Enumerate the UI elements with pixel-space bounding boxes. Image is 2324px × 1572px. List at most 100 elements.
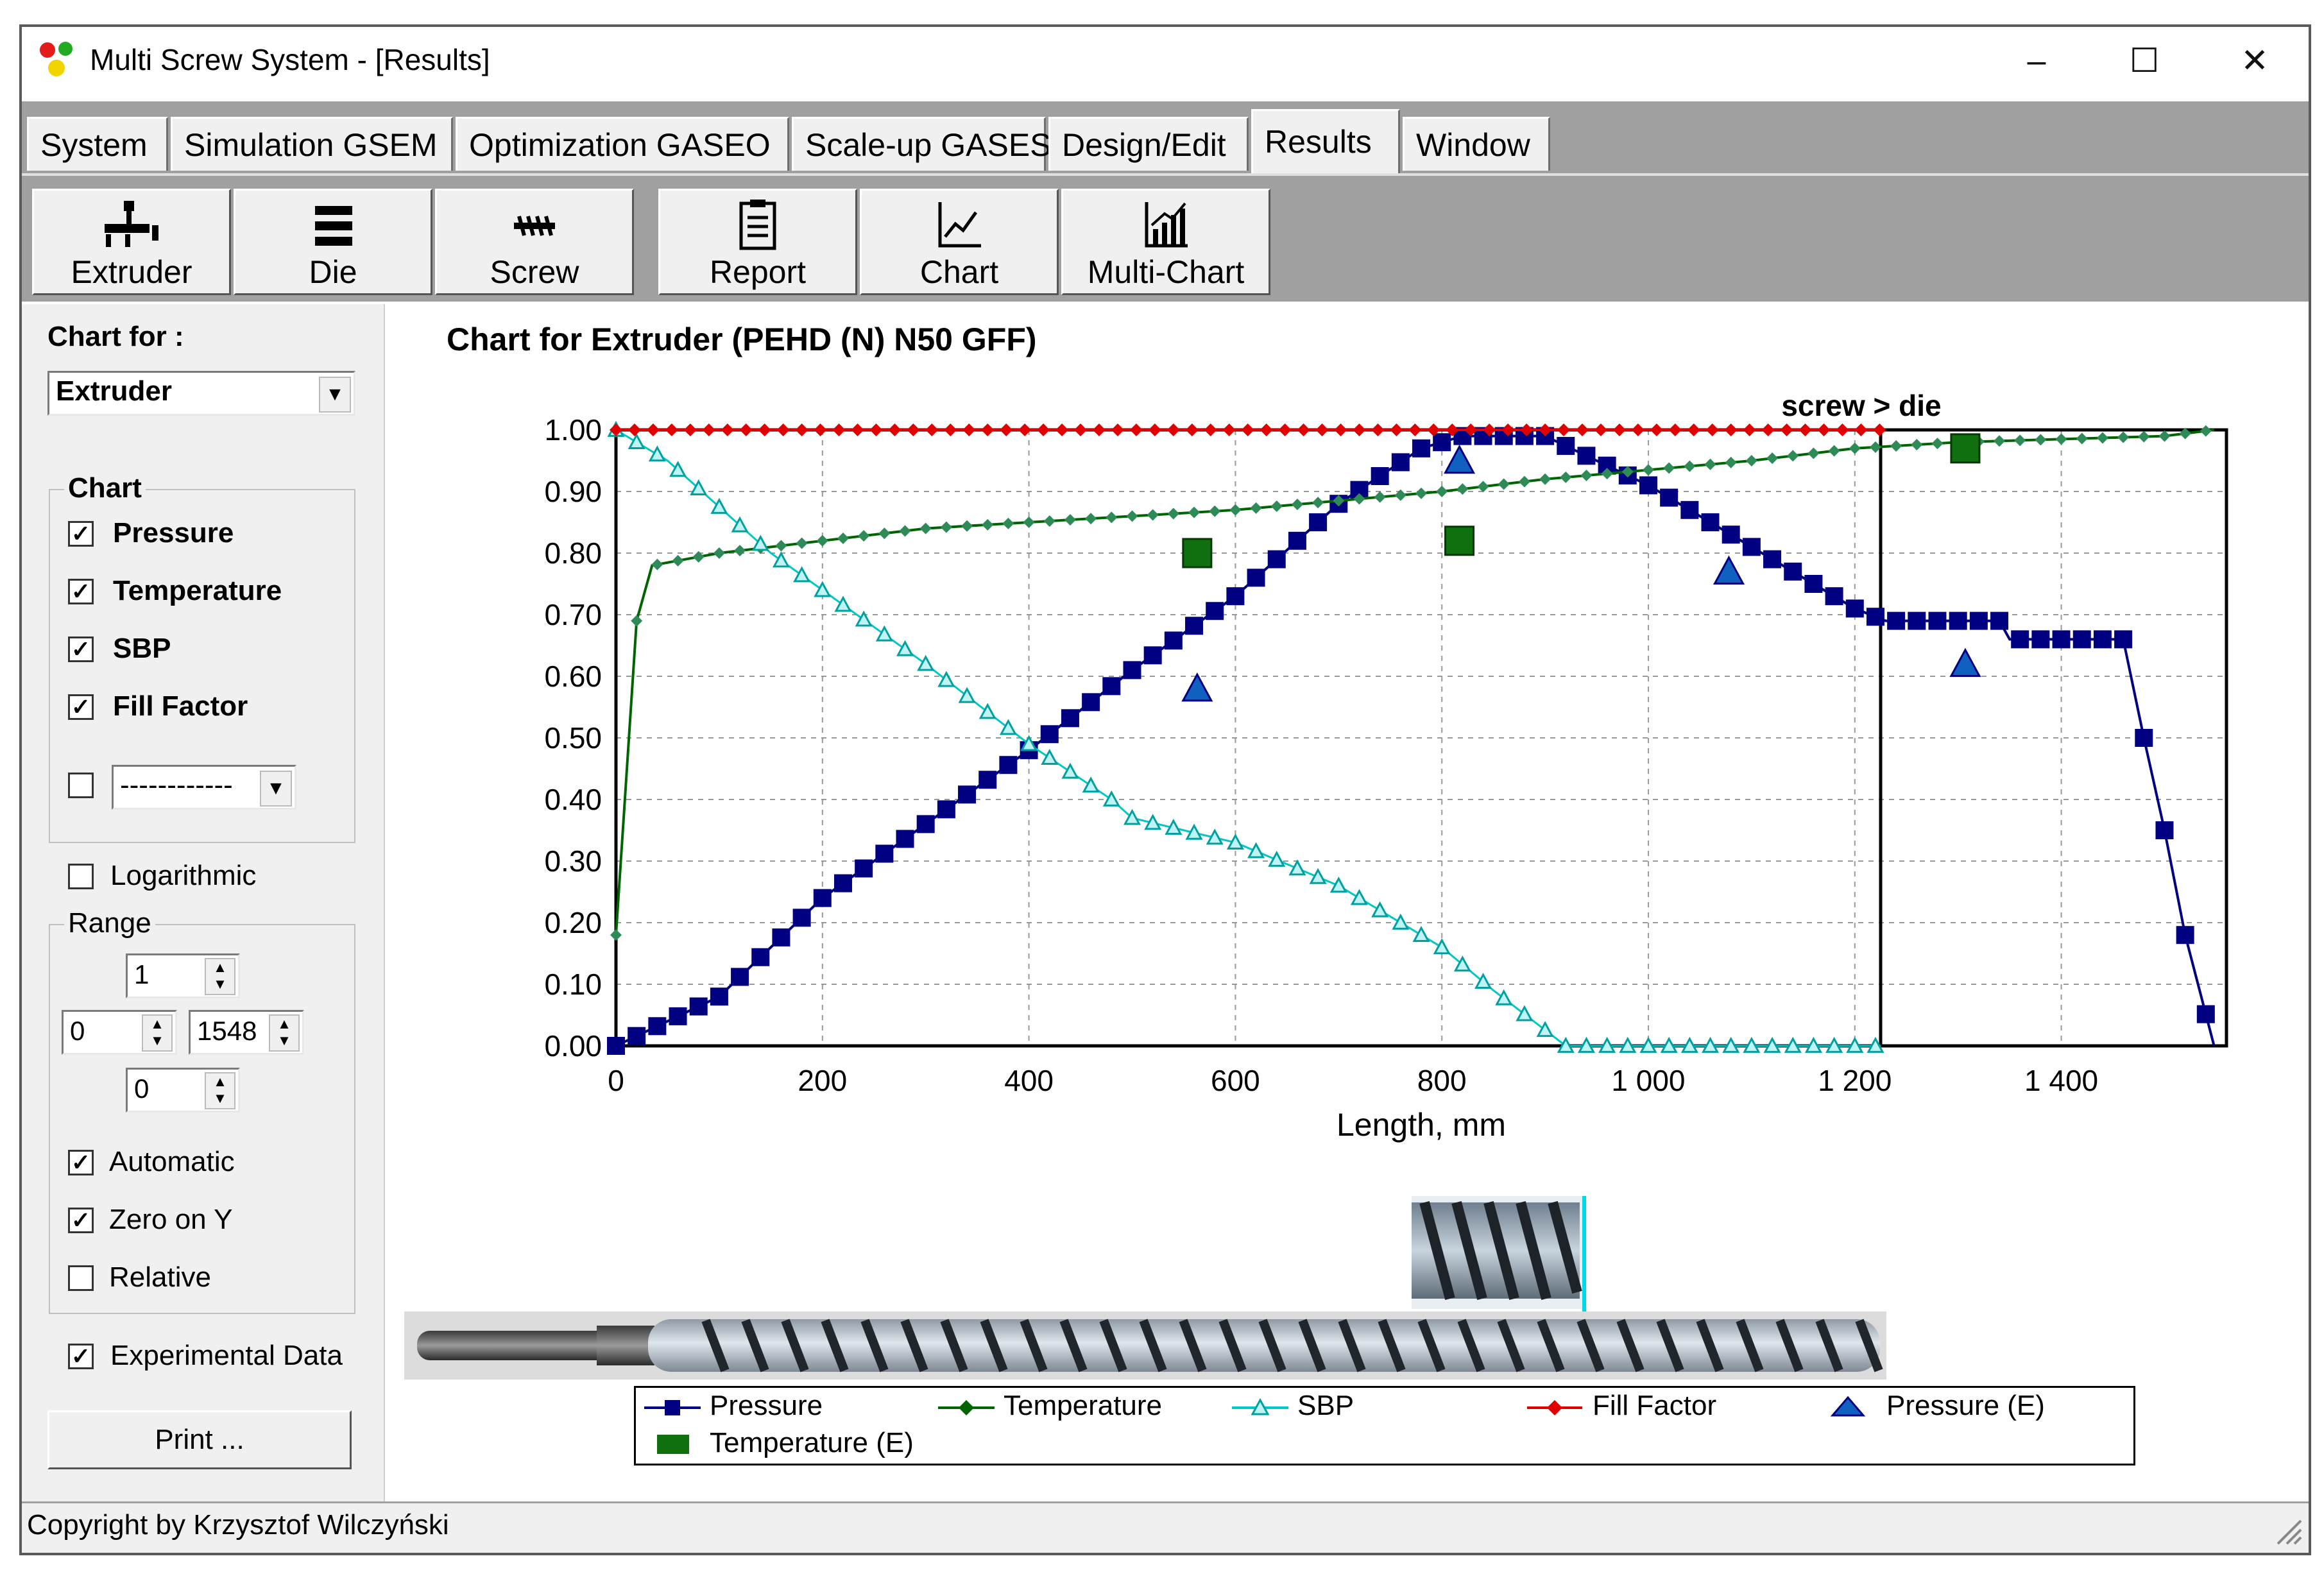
automatic-label: Automatic	[109, 1146, 235, 1177]
multi-chart-button[interactable]: Multi-Chart	[1061, 189, 1270, 295]
series-point-pressure	[896, 830, 914, 848]
series-point-pressure	[1040, 725, 1059, 744]
chart-for-label: Chart for :	[47, 321, 184, 352]
y-tick-label: 0.50	[544, 721, 602, 755]
series-point-pressure	[999, 756, 1018, 774]
series-point-fill-factor	[925, 423, 939, 436]
series-point-fill-factor	[721, 423, 734, 436]
close-button[interactable]: ✕	[2241, 42, 2269, 80]
multi-chart-icon	[1145, 202, 1188, 248]
minimize-button[interactable]: –	[2027, 42, 2046, 80]
series-point-temperature	[2014, 434, 2026, 447]
legend-temperature-symbol	[938, 1400, 995, 1415]
x-tick-label: 1 200	[1818, 1064, 1892, 1097]
extra-series-checkbox[interactable]	[68, 773, 94, 798]
spin-arrows-icon[interactable]: ▲ ▼	[205, 1072, 235, 1109]
chart-button[interactable]: Chart	[860, 189, 1059, 295]
tab-optimization[interactable]: Optimization GASEO	[456, 117, 789, 171]
series-point-temperature	[2117, 431, 2130, 443]
series-point-fill-factor	[1260, 423, 1273, 436]
series-point-fill-factor	[1055, 423, 1069, 436]
chevron-down-icon[interactable]: ▼	[260, 771, 292, 807]
series-point-pressure	[1639, 476, 1657, 495]
die-button[interactable]: Die	[234, 189, 432, 295]
spin-arrows-icon[interactable]: ▲ ▼	[269, 1014, 300, 1052]
series-point-sbp	[1041, 749, 1059, 765]
range-bottom-stepper[interactable]: 0 ▲ ▼	[126, 1068, 240, 1113]
die-icon	[315, 206, 352, 246]
series-point-fill-factor	[1093, 423, 1106, 436]
automatic-checkbox[interactable]: ✓	[68, 1150, 94, 1175]
series-point-sbp	[834, 595, 852, 612]
sbp-checkbox[interactable]: ✓	[68, 636, 94, 662]
series-point-pressure	[1247, 568, 1265, 587]
series-point-temperature	[1353, 493, 1365, 505]
series-point-temperature	[878, 527, 891, 540]
screw-button[interactable]: Screw	[435, 189, 634, 295]
report-label: Report	[709, 254, 807, 290]
logarithmic-checkbox[interactable]	[68, 864, 94, 889]
legend-pressure-e: Pressure (E)	[1886, 1390, 2045, 1421]
series-point-sbp	[896, 640, 914, 656]
series-point-pressure	[1412, 439, 1430, 457]
series-point-temperature	[1518, 475, 1530, 488]
report-button[interactable]: Report	[658, 189, 857, 295]
screw-closeup-image	[1412, 1196, 1585, 1309]
series-point-temperature	[1704, 458, 1716, 470]
series-point-fill-factor	[1018, 423, 1032, 436]
series-point-pressure	[1391, 453, 1410, 472]
tab-window[interactable]: Window	[1403, 117, 1550, 171]
fill-factor-checkbox[interactable]: ✓	[68, 694, 94, 720]
series-point-temperature	[2076, 432, 2088, 445]
range-right-stepper[interactable]: 1548 ▲ ▼	[189, 1010, 304, 1055]
extruder-button[interactable]: Extruder	[32, 189, 231, 295]
tab-design-edit[interactable]: Design/Edit	[1048, 117, 1249, 171]
status-text: Copyright by Krzysztof Wilczyński	[27, 1509, 449, 1541]
chart-for-select[interactable]: Extruder ▼	[47, 371, 355, 416]
y-tick-label: 0.60	[544, 660, 602, 693]
series-point-sbp	[1433, 938, 1451, 955]
range-bottom-value: 0	[134, 1073, 150, 1104]
series-point-fill-factor	[702, 423, 715, 436]
spin-arrows-icon[interactable]: ▲ ▼	[205, 958, 235, 995]
chart-group-caption: Chart	[64, 472, 146, 504]
legend-pressure-symbol	[644, 1400, 701, 1415]
series-point-temperature	[1807, 447, 1820, 459]
range-top-stepper[interactable]: 1 ▲ ▼	[126, 953, 240, 998]
relative-checkbox[interactable]	[68, 1265, 94, 1291]
tab-system[interactable]: System	[27, 117, 168, 171]
series-point-sbp	[1061, 762, 1079, 779]
extra-series-select[interactable]: ------------ ▼	[112, 765, 296, 810]
spin-arrows-icon[interactable]: ▲ ▼	[142, 1014, 173, 1052]
temperature-checkbox[interactable]: ✓	[68, 579, 94, 604]
tab-results[interactable]: Results	[1251, 109, 1400, 173]
series-point-pressure	[1557, 436, 1575, 455]
maximize-button[interactable]: ☐	[2129, 42, 2160, 80]
series-point-fill-factor	[1631, 423, 1645, 436]
series-point-pressure	[916, 815, 935, 833]
tab-scale-up[interactable]: Scale-up GASES	[792, 117, 1052, 171]
chevron-down-icon[interactable]: ▼	[319, 377, 351, 413]
pressure-checkbox[interactable]: ✓	[68, 521, 94, 547]
series-point-fill-factor	[795, 423, 808, 436]
series-point-temperature	[1725, 456, 1737, 468]
resize-grip-icon[interactable]	[2271, 1514, 2303, 1546]
series-point-sbp	[628, 433, 645, 450]
pressure-check-label: Pressure	[113, 517, 234, 549]
series-point-fill-factor	[1334, 423, 1347, 436]
print-button[interactable]: Print ...	[47, 1410, 352, 1469]
experimental-data-checkbox[interactable]: ✓	[68, 1344, 94, 1369]
screw-icon	[514, 216, 555, 236]
series-point-pressure	[1082, 693, 1100, 712]
series-point-pressure	[772, 928, 790, 947]
series-point-sbp	[855, 610, 873, 627]
tab-simulation[interactable]: Simulation GSEM	[171, 117, 453, 171]
series-point-pressure	[1887, 611, 1906, 630]
series-point-pressure	[1928, 611, 1947, 630]
zero-on-y-checkbox[interactable]: ✓	[68, 1208, 94, 1233]
series-point-fill-factor	[1037, 423, 1050, 436]
series-point-fill-factor	[1817, 423, 1831, 436]
series-point-sbp	[669, 461, 687, 477]
range-left-stepper[interactable]: 0 ▲ ▼	[62, 1010, 177, 1055]
series-point-pressure	[1949, 611, 1967, 630]
